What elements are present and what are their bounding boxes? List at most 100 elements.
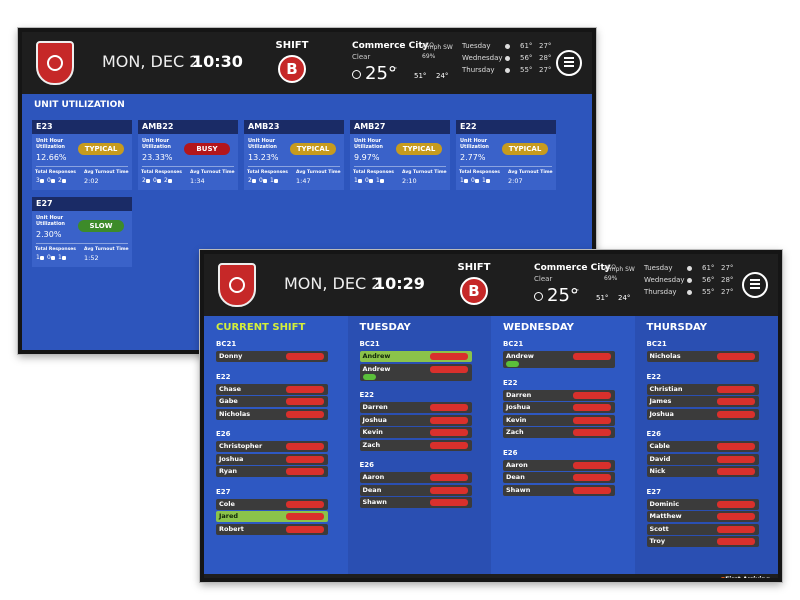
crew-row: Zach <box>359 439 472 451</box>
response-count: 1 <box>270 177 274 184</box>
crew-name: Christopher <box>219 442 263 450</box>
response-count: 1 <box>354 177 358 184</box>
responses-label: Total Responses <box>35 170 76 175</box>
response-icon <box>274 179 278 183</box>
crew-row: Jared <box>216 511 328 522</box>
response-count: 2 <box>58 177 62 184</box>
turnout-value: 1:52 <box>84 254 99 262</box>
shift-label: SHIFT <box>457 262 491 273</box>
time-pill <box>286 525 324 533</box>
crew-name: Darren <box>506 390 532 399</box>
humidity: 69% <box>422 53 436 60</box>
condition: Clear <box>352 53 371 61</box>
time-pill <box>716 525 755 533</box>
metric-value: 2.30% <box>36 230 62 239</box>
header-bar: MON, DEC 2 10:30 SHIFT B Commerce City CO Clea… <box>22 32 592 94</box>
forecast-low: 28° <box>539 54 552 62</box>
low: 24° <box>436 72 449 80</box>
status-pill: TYPICAL <box>396 143 442 155</box>
forecast-high: 56° <box>520 54 533 62</box>
crew-name: Troy <box>649 537 666 545</box>
menu-line <box>750 279 760 281</box>
crew-row: Shawn <box>359 497 472 508</box>
low: 24° <box>618 294 631 302</box>
response-count: 3 <box>36 177 40 184</box>
crew-name: Gabe <box>219 397 238 405</box>
unit-label: E26 <box>646 430 662 438</box>
time-pill <box>573 429 611 436</box>
response-count: 0 <box>153 177 157 184</box>
menu-button[interactable] <box>556 50 582 76</box>
time-pill <box>716 353 755 360</box>
crew-row: Joshua <box>503 402 615 413</box>
forecast-icon <box>687 278 692 283</box>
crew-row: Kevin <box>503 414 615 426</box>
response-icon <box>464 179 468 183</box>
time-pill <box>716 385 755 393</box>
response-icon <box>51 179 55 183</box>
crew-row: Andrew <box>359 363 472 381</box>
time-pill <box>286 385 324 393</box>
forecast-high: 61° <box>702 264 715 272</box>
unit-card: E23 Unit Hour Utilization 12.66% TYPICAL Tot… <box>32 120 132 190</box>
turnout-label: Avg Turnout Time <box>296 170 341 175</box>
divider <box>248 166 340 167</box>
crew-row: Shawn <box>503 484 615 496</box>
crew-name: Dominic <box>649 499 680 508</box>
unit-header <box>138 120 238 134</box>
menu-button[interactable] <box>742 272 768 298</box>
response-count: 2 <box>248 177 252 184</box>
time-pill <box>716 410 755 418</box>
forecast-icon <box>505 68 510 73</box>
column-title: THURSDAY <box>646 322 708 333</box>
response-icon <box>380 179 384 183</box>
responses-label: Total Responses <box>247 170 288 175</box>
time-pill <box>429 474 468 481</box>
crew-row: Donny <box>216 351 328 362</box>
crew-row: Nicholas <box>216 408 328 420</box>
divider <box>36 166 128 167</box>
forecast-day: Tuesday <box>462 42 491 50</box>
divider <box>354 166 446 167</box>
column-title: TUESDAY <box>359 322 411 333</box>
time-pill <box>286 455 324 463</box>
response-icon <box>168 179 172 183</box>
time-pill <box>286 500 324 508</box>
response-count: 0 <box>365 177 369 184</box>
status-badge <box>506 361 519 367</box>
crew-name: Zach <box>506 428 524 436</box>
turnout-value: 1:34 <box>190 177 205 185</box>
date: MON, DEC 2 <box>284 274 382 293</box>
response-count: 2 <box>142 177 146 184</box>
high: 51° <box>414 72 427 80</box>
time-pill <box>429 404 468 411</box>
column-title: CURRENT SHIFT <box>216 322 306 333</box>
time-pill <box>429 441 468 449</box>
turnout-label: Avg Turnout Time <box>84 247 129 252</box>
metric-value: 2.77% <box>460 153 486 162</box>
crew-row: Chase <box>216 383 328 395</box>
forecast-low: 27° <box>539 66 552 74</box>
metric-label: Unit Hour Utilization <box>36 138 65 150</box>
unit-name: E27 <box>36 199 53 208</box>
temp-unit: F <box>576 289 579 295</box>
time-pill <box>429 353 468 360</box>
crew-row: Dean <box>503 472 615 483</box>
unit-label: E26 <box>216 430 231 438</box>
forecast-icon <box>505 56 510 61</box>
wind: 6 mph SW <box>422 44 453 51</box>
unit-label: BC21 <box>359 340 380 348</box>
unit-name: AMB22 <box>142 122 174 131</box>
crew-row: Nick <box>646 466 759 477</box>
crew-row: James <box>646 396 759 407</box>
crew-name: Joshua <box>649 409 674 418</box>
crew-name: Christian <box>649 384 683 393</box>
time-pill <box>286 353 324 360</box>
time-pill <box>429 499 468 506</box>
crew-name: Cable <box>649 442 670 450</box>
menu-line <box>564 57 574 59</box>
response-count: 1 <box>482 177 486 184</box>
response-count: 2 <box>164 177 168 184</box>
divider <box>36 243 128 244</box>
crew-row: Robert <box>216 523 328 535</box>
